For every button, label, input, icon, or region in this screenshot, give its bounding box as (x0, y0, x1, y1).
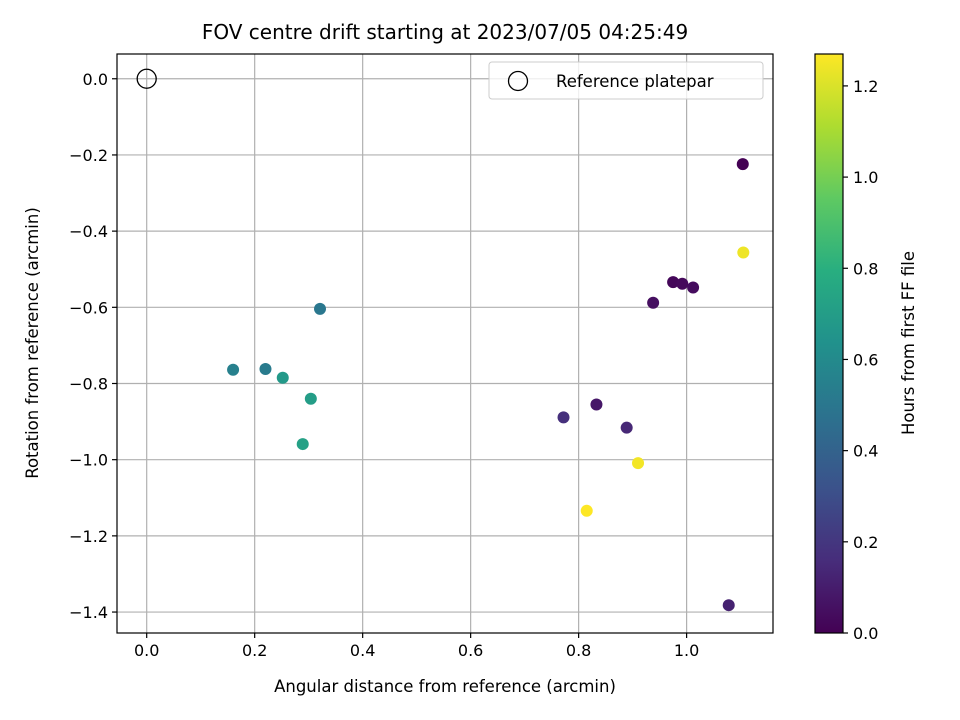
y-tick-label: −1.2 (69, 527, 108, 546)
y-tick-label: −1.0 (69, 451, 108, 470)
data-point (259, 363, 272, 376)
x-tick-label: 0.8 (566, 641, 591, 660)
colorbar-gradient (814, 53, 844, 634)
colorbar-tick-label: 0.0 (853, 624, 878, 643)
colorbar-tick-label: 0.4 (853, 442, 878, 461)
colorbar-ticks: 0.0 0.2 0.4 0.6 0.8 1.0 1.2 (843, 77, 878, 643)
colorbar-tick-label: 1.0 (853, 168, 878, 187)
legend: Reference platepar (488, 61, 764, 100)
x-tick-label: 0.6 (458, 641, 483, 660)
data-point (632, 457, 645, 470)
legend-label: Reference platepar (556, 72, 714, 91)
legend-marker-icon (507, 70, 529, 92)
y-tick-label: −0.6 (69, 298, 108, 317)
grid-lines (117, 54, 773, 633)
y-tick-label: −0.4 (69, 222, 108, 241)
data-point (276, 371, 289, 384)
plot-frame (116, 53, 774, 634)
data-point (227, 363, 240, 376)
data-point (722, 599, 735, 612)
data-point (590, 398, 603, 411)
data-point (667, 276, 680, 289)
y-tick-label: −0.2 (69, 146, 108, 165)
reference-platepar-marker (136, 68, 157, 89)
y-tick-label: −1.4 (69, 603, 108, 622)
y-tick-label: 0.0 (83, 70, 108, 89)
x-tick-label: 0.0 (134, 641, 159, 660)
y-axis-label: Rotation from reference (arcmin) (23, 207, 42, 479)
data-point (557, 411, 570, 424)
data-point (687, 281, 700, 294)
y-tick-label: −0.8 (69, 374, 108, 393)
legend-box (488, 61, 764, 100)
x-tick-label: 0.2 (242, 641, 267, 660)
x-axis-ticks: 0.0 0.2 0.4 0.6 0.8 1.0 (134, 633, 699, 660)
x-tick-label: 0.4 (350, 641, 375, 660)
colorbar: 0.0 0.2 0.4 0.6 0.8 1.0 1.2 Hours from first F… (814, 53, 918, 643)
data-point (296, 438, 309, 451)
colorbar-tick-label: 0.6 (853, 350, 878, 369)
x-axis-label: Angular distance from reference (arcmin) (274, 677, 616, 696)
x-tick-label: 1.0 (674, 641, 699, 660)
data-point (737, 246, 750, 259)
colorbar-label: Hours from first FF file (899, 251, 918, 435)
colorbar-tick-label: 0.8 (853, 259, 878, 278)
data-points (136, 68, 750, 612)
y-axis-ticks: 0.0 −0.2 −0.4 −0.6 −0.8 −1.0 −1.2 −1.4 (69, 70, 117, 622)
chart-title: FOV centre drift starting at 2023/07/05 … (202, 20, 688, 44)
colorbar-tick-label: 0.2 (853, 533, 878, 552)
data-point (304, 392, 317, 405)
data-point (620, 421, 633, 434)
data-point (736, 158, 749, 171)
data-point (676, 277, 689, 290)
data-point (314, 302, 327, 315)
colorbar-tick-label: 1.2 (853, 77, 878, 96)
data-point (647, 296, 660, 309)
data-point (580, 504, 593, 517)
